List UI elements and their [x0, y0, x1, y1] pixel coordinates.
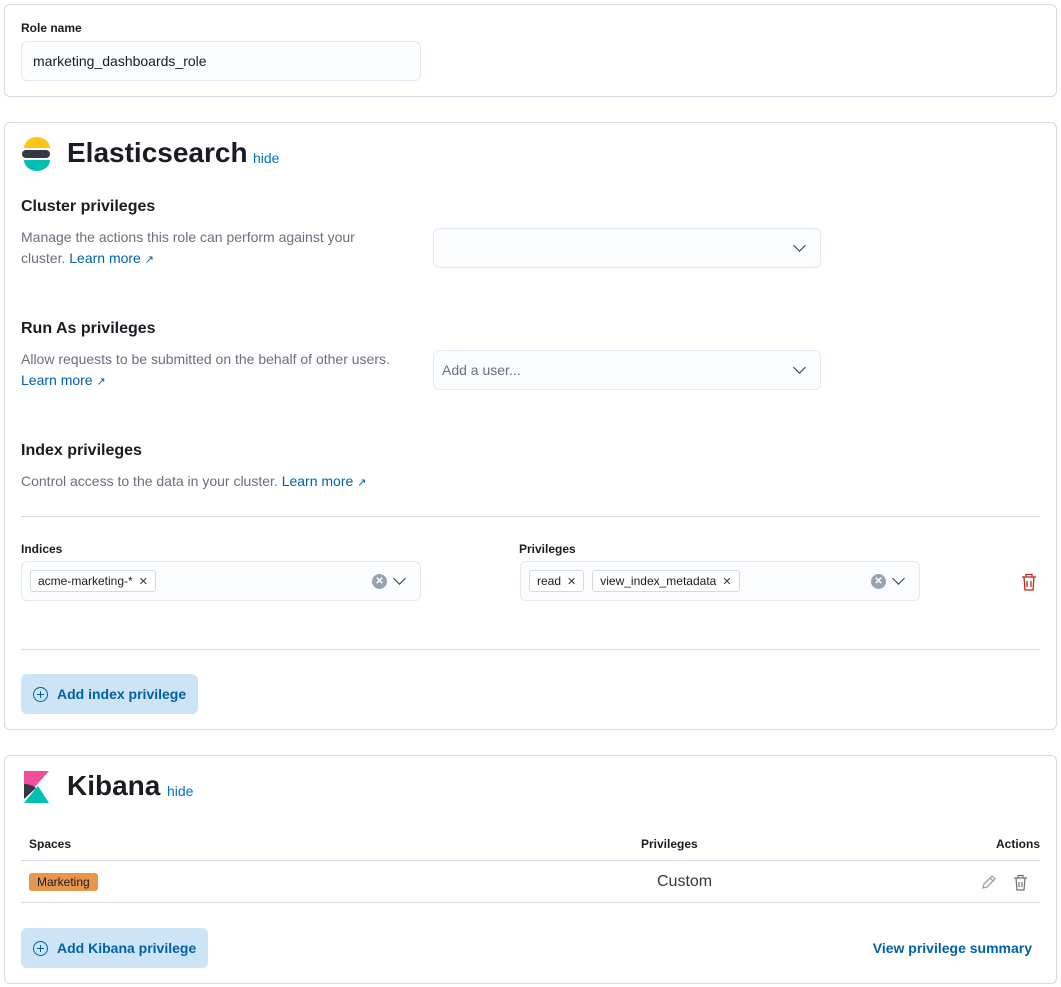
plus-circle-icon — [33, 940, 48, 956]
delete-trash-icon[interactable] — [1021, 573, 1037, 591]
add-kibana-privilege-button[interactable]: Add Kibana privilege — [21, 928, 209, 968]
column-privileges: Privileges — [641, 837, 698, 851]
privilege-value: Custom — [657, 873, 713, 890]
privileges-label: Privileges — [519, 542, 576, 556]
view-privilege-summary-link[interactable]: View privilege summary — [872, 940, 1032, 956]
privilege-pill: read ✕ — [529, 570, 585, 592]
column-spaces: Spaces — [29, 837, 72, 851]
run-as-select[interactable]: Add a user... — [433, 350, 821, 390]
role-name-label: Role name — [21, 21, 82, 35]
elasticsearch-hide-link[interactable]: hide — [253, 150, 280, 166]
kibana-logo-icon — [24, 771, 49, 803]
index-pill: acme-marketing-* ✕ — [30, 570, 156, 592]
clear-icon[interactable]: ✕ — [871, 574, 886, 589]
chevron-down-icon — [793, 239, 806, 252]
run-as-title: Run As privileges — [21, 320, 156, 337]
add-index-privilege-button[interactable]: Add index privilege — [21, 674, 199, 714]
cluster-learn-more-link[interactable]: Learn more ↗ — [69, 250, 154, 266]
elasticsearch-logo-icon — [22, 137, 50, 171]
remove-icon[interactable]: ✕ — [567, 575, 577, 588]
external-link-icon: ↗ — [96, 376, 106, 388]
chevron-down-icon — [892, 572, 905, 585]
role-name-input[interactable]: marketing_dashboards_role — [21, 41, 421, 81]
edit-pencil-icon[interactable] — [981, 875, 996, 890]
kibana-panel: Kibana hide Spaces Privileges Actions Ma… — [4, 755, 1057, 984]
chevron-down-icon — [393, 572, 406, 585]
indices-label: Indices — [21, 542, 63, 556]
index-privileges-title: Index privileges — [21, 442, 142, 459]
privileges-combobox[interactable]: read ✕ view_index_metadata ✕ ✕ — [520, 561, 920, 601]
run-as-desc: Allow requests to be submitted on the be… — [21, 351, 390, 388]
remove-icon[interactable]: ✕ — [138, 575, 148, 588]
run-as-learn-more-link[interactable]: Learn more ↗ — [21, 372, 106, 388]
remove-icon[interactable]: ✕ — [722, 575, 732, 588]
kibana-hide-link[interactable]: hide — [167, 783, 194, 799]
table-row: Marketing Custom — [21, 861, 1040, 903]
elasticsearch-title: Elasticsearch — [67, 137, 248, 168]
role-name-panel: Role name marketing_dashboards_role — [4, 4, 1057, 97]
external-link-icon: ↗ — [357, 477, 367, 489]
index-learn-more-link[interactable]: Learn more ↗ — [281, 473, 367, 489]
index-privileges-desc: Control access to the data in your clust… — [21, 473, 367, 489]
clear-icon[interactable]: ✕ — [372, 574, 387, 589]
elasticsearch-panel: Elasticsearch hide Cluster privileges Ma… — [4, 122, 1057, 730]
chevron-down-icon — [793, 361, 806, 374]
divider — [21, 516, 1040, 517]
divider — [21, 649, 1040, 650]
space-badge: Marketing — [29, 873, 98, 891]
delete-trash-icon[interactable] — [1013, 874, 1028, 891]
cluster-privileges-title: Cluster privileges — [21, 198, 156, 215]
divider — [21, 860, 1040, 861]
privilege-pill: view_index_metadata ✕ — [592, 570, 740, 592]
external-link-icon: ↗ — [144, 254, 154, 266]
column-actions: Actions — [995, 837, 1040, 851]
cluster-privileges-select[interactable] — [433, 228, 821, 268]
cluster-privileges-desc: Manage the actions this role can perform… — [21, 229, 355, 266]
kibana-title: Kibana — [67, 770, 161, 801]
plus-circle-icon — [33, 686, 48, 702]
indices-combobox[interactable]: acme-marketing-* ✕ ✕ — [21, 561, 421, 601]
